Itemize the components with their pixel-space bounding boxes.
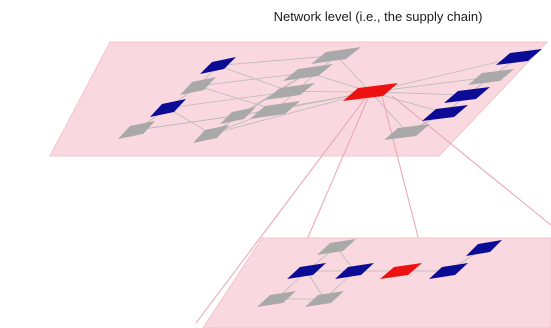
link-line: [210, 91, 371, 135]
node-blue: [496, 49, 542, 65]
link-line: [370, 76, 492, 93]
node-blue: [444, 87, 490, 103]
node-gray: [265, 83, 315, 100]
node-blue: [200, 57, 236, 74]
node-gray: [468, 69, 514, 85]
node-blue: [466, 240, 502, 256]
node-gray: [257, 291, 296, 307]
node-blue: [422, 105, 468, 121]
link-line: [370, 91, 408, 133]
link-line: [370, 56, 520, 93]
node-gray: [118, 121, 155, 139]
diagram-title: Network level (i.e., the supply chain): [274, 9, 483, 24]
node-focal-red: [343, 83, 398, 101]
link-line: [197, 85, 276, 111]
link-line: [217, 55, 337, 66]
projection-line: [391, 95, 551, 226]
link-line: [217, 65, 291, 92]
firm-level-plane: [202, 237, 551, 328]
link-line: [274, 55, 337, 111]
node-blue: [335, 263, 374, 279]
link-line: [197, 72, 309, 87]
projection-line: [195, 95, 368, 324]
link-line: [335, 55, 371, 93]
link-line: [167, 91, 291, 109]
node-gray: [305, 291, 344, 307]
node-blue: [429, 263, 468, 279]
link-line: [306, 270, 325, 300]
node-gray: [283, 64, 333, 81]
node-gray: [317, 239, 356, 255]
node-gray: [250, 101, 300, 119]
node-gray: [311, 47, 361, 64]
link-line: [167, 107, 212, 135]
node-gray: [180, 77, 216, 95]
network-nodes: [118, 47, 542, 143]
link-line: [210, 72, 309, 135]
node-focal-red: [380, 263, 422, 279]
firm-nodes: [257, 239, 502, 307]
node-gray: [384, 124, 430, 140]
node-gray: [220, 107, 256, 124]
node-gray: [193, 125, 229, 143]
node-blue: [150, 99, 186, 117]
node-blue: [287, 263, 326, 279]
